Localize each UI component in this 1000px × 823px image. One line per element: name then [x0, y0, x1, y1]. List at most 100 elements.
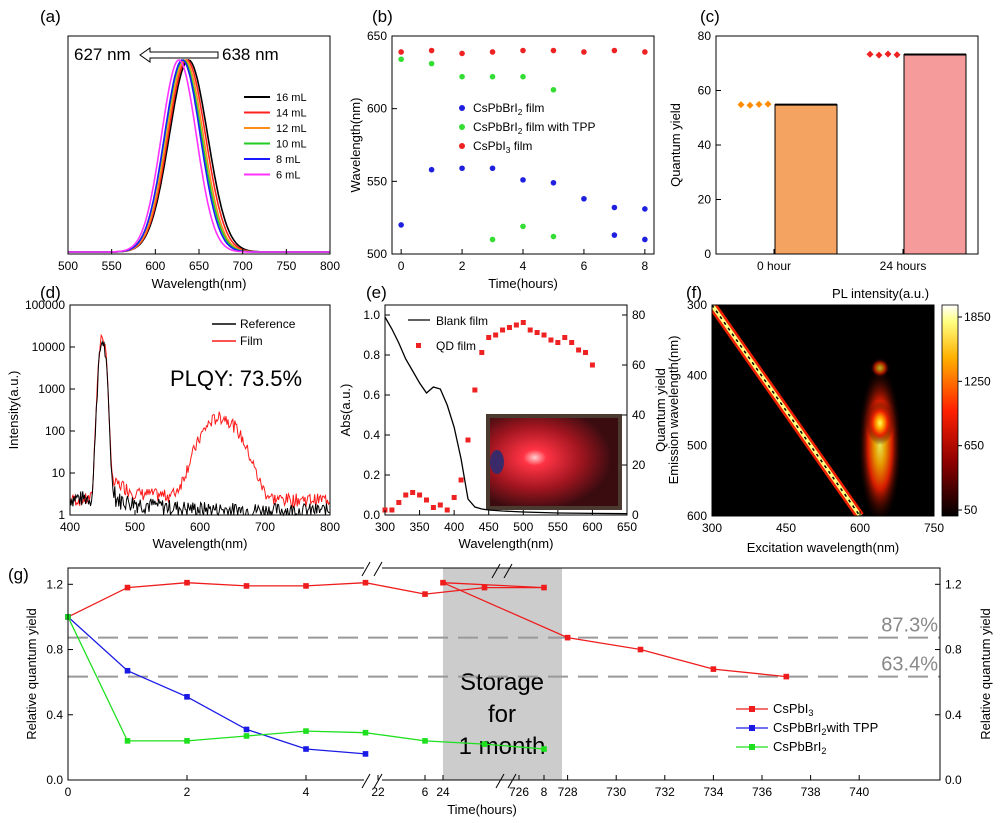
- axis-break-mark: [373, 773, 383, 789]
- panel-e-qd-point: [396, 500, 402, 505]
- legend-label: QD film: [436, 339, 476, 353]
- photo-film: [490, 418, 618, 506]
- panel-g-label: (g): [8, 565, 29, 584]
- panel-f-frame: [711, 304, 935, 517]
- panel-b-points: [398, 47, 648, 243]
- x-tick-label: 750: [276, 259, 296, 273]
- panel-b-point: [459, 50, 465, 57]
- y-tick-label: 0: [704, 247, 711, 261]
- panel-b-point: [642, 49, 648, 55]
- axis-break-mark: [491, 563, 501, 579]
- panel-e-qd-point: [589, 362, 595, 368]
- panel-b-point: [489, 73, 496, 80]
- panel-e-qd-point: [410, 490, 416, 495]
- panel-a-legend: 16 mL 14 mL 12 mL 10 mL 8 mL 6 mL: [244, 92, 307, 182]
- panel-c-bars: [737, 50, 967, 255]
- x-tick-label: 650: [617, 520, 637, 534]
- panel-g-series-point: [243, 726, 250, 733]
- heatmap-features: [712, 305, 902, 516]
- panel-g-series-point: [422, 738, 428, 744]
- legend-marker: [749, 744, 755, 750]
- panel-c-scatter-point: [764, 100, 772, 108]
- panel-g-series-point: [783, 673, 790, 680]
- x-tick-label: 400: [60, 520, 80, 534]
- panel-g-series-point: [184, 694, 190, 700]
- storage-text-line1: Storage: [460, 669, 544, 696]
- panel-e-qd-point: [389, 507, 395, 513]
- y-tick-label: 500: [687, 439, 707, 453]
- x-tick-label: 600: [582, 520, 602, 534]
- panel-e-qd-point: [583, 350, 589, 355]
- x-tick-label: 2: [184, 785, 191, 799]
- panel-e-qd-point: [562, 335, 568, 340]
- x-tick-label: 750: [924, 521, 944, 535]
- x-tick-label: 0 hour: [757, 259, 791, 273]
- y-tick-label: 0.4: [46, 708, 63, 722]
- y2-tick-label: 80: [632, 308, 646, 322]
- panel-f: (f): [666, 283, 991, 555]
- panel-e: (e) 300 350 400 450 500 550 600 6500.00.20.40.6…: [338, 283, 668, 551]
- x-tick-label: 738: [801, 785, 821, 799]
- panel-g-y-label: Relative quantum yield: [24, 608, 39, 740]
- x-tick-label: 0: [65, 785, 72, 799]
- y-tick-label: 500: [367, 247, 387, 261]
- y2-tick-label: 0.4: [945, 708, 962, 722]
- y2-tick-label: 0: [632, 508, 639, 522]
- panel-a: (a) 500 550 600 650 700 750 800 Wavelength(nm)…: [40, 7, 340, 291]
- panel-g-series-point: [303, 746, 309, 752]
- panel-c-scatter-point: [884, 50, 892, 58]
- y-tick-label: 80: [698, 29, 712, 43]
- y2-tick-label: 20: [632, 458, 646, 472]
- panel-b-point: [520, 47, 526, 54]
- panel-e-qd-point: [430, 505, 436, 510]
- legend-label: 8 mL: [276, 154, 300, 166]
- panel-g-series-point: [362, 751, 369, 757]
- colorbar-tick-label: 650: [964, 439, 984, 453]
- axis-break-mark: [373, 561, 383, 577]
- y-tick-label: 0.0: [46, 773, 63, 787]
- panel-g-series-point: [184, 579, 190, 586]
- y-tick-label: 550: [367, 174, 387, 188]
- panel-e-qd-point: [548, 337, 554, 343]
- panel-a-annotation-right: 638 nm: [222, 45, 279, 64]
- x-tick-label: 550: [548, 520, 568, 534]
- panel-d-legend: Reference Film: [212, 317, 296, 348]
- y-tick-label: 600: [687, 509, 707, 523]
- panel-c-bar: [774, 104, 838, 255]
- x-tick-label: 726: [509, 785, 529, 799]
- y-tick-label: 600: [367, 102, 387, 116]
- panel-e-qd-point: [451, 495, 457, 500]
- panel-e-qd-point: [417, 492, 423, 498]
- panel-b-point: [398, 56, 404, 63]
- x-tick-label: 2: [459, 259, 466, 273]
- y2-tick-label: 0.0: [945, 773, 962, 787]
- legend-label: 16 mL: [276, 92, 307, 104]
- y2-tick-label: 0.8: [945, 643, 962, 657]
- x-tick-label: 800: [320, 520, 340, 534]
- x-tick-label: 728: [558, 785, 578, 799]
- panel-e-qd-point: [527, 327, 533, 333]
- panel-g-series-point: [541, 584, 547, 591]
- legend-marker: [749, 706, 755, 712]
- panel-b-y-label: Wavelength(nm): [348, 98, 363, 193]
- x-tick-label: 8: [541, 785, 548, 799]
- panel-e-frame: [384, 304, 628, 516]
- x-tick-label: 22: [371, 785, 385, 799]
- panel-g-series-point: [362, 729, 369, 736]
- panel-f-colorbar-label: PL intensity(a.u.): [832, 286, 929, 301]
- panel-g-series-point: [541, 746, 547, 752]
- y-tick-label: 10: [52, 466, 66, 480]
- legend-marker: [459, 143, 465, 149]
- panel-e-qd-point: [576, 347, 582, 353]
- panel-a-x-label: Wavelength(nm): [152, 276, 247, 291]
- y-tick-label: 0.2: [363, 468, 380, 482]
- panel-d-x-label: Wavelength(nm): [153, 536, 248, 551]
- panel-b-point: [642, 236, 648, 243]
- x-tick-label: 732: [655, 785, 675, 799]
- y-tick-label: 1.2: [46, 577, 63, 591]
- panel-b-point: [398, 222, 404, 228]
- x-tick-label: 730: [606, 785, 626, 799]
- axis-break-mark: [495, 773, 505, 789]
